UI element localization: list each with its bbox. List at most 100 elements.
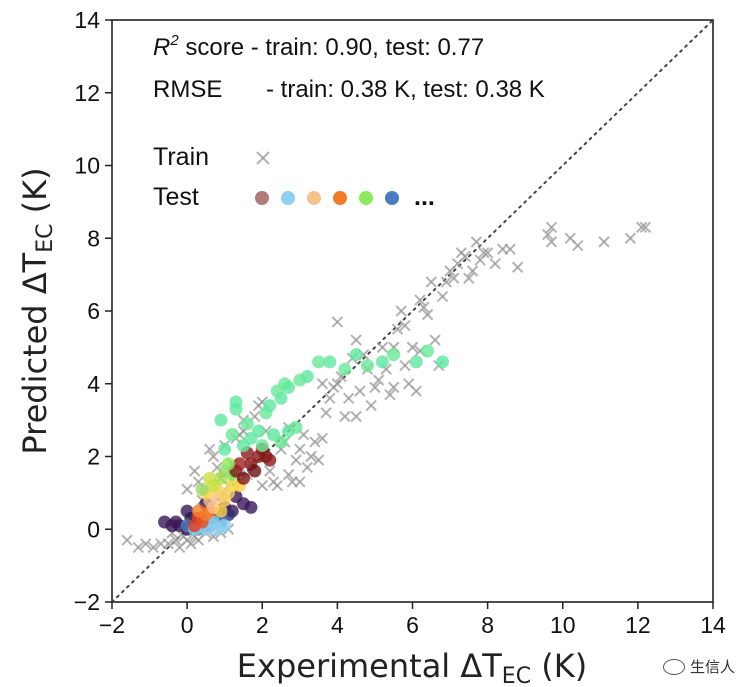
test-series bbox=[158, 344, 450, 536]
train-point bbox=[350, 410, 362, 423]
legend-test-dot bbox=[359, 191, 373, 205]
test-point bbox=[221, 457, 235, 471]
train-point bbox=[511, 261, 524, 274]
train-point bbox=[384, 388, 396, 401]
legend: Train Test ... bbox=[153, 143, 435, 211]
train-point bbox=[271, 479, 283, 492]
test-point bbox=[214, 504, 228, 518]
test-point bbox=[233, 457, 247, 471]
train-point bbox=[309, 436, 321, 448]
train-point bbox=[406, 341, 419, 354]
test-point bbox=[274, 435, 288, 449]
train-point bbox=[121, 534, 133, 546]
train-point bbox=[545, 236, 558, 248]
y-axis-label-sub: EC bbox=[33, 224, 58, 253]
legend-test-dot bbox=[333, 191, 347, 205]
test-point bbox=[214, 413, 228, 427]
train-point bbox=[203, 443, 216, 455]
legend-ellipsis: ... bbox=[414, 183, 435, 211]
x-axis-label-sub: EC bbox=[502, 664, 531, 687]
y-tick-label: 2 bbox=[87, 444, 100, 470]
test-point bbox=[195, 482, 209, 496]
rmse-label: RMSE bbox=[153, 76, 222, 103]
train-point bbox=[470, 236, 483, 248]
train-point bbox=[421, 308, 434, 321]
train-point bbox=[256, 479, 268, 492]
train-point bbox=[316, 432, 329, 445]
x-axis: −2 0 2 4 6 8 10 12 14 bbox=[99, 602, 726, 638]
train-point bbox=[316, 378, 329, 390]
train-point bbox=[459, 250, 471, 263]
y-tick-label: 6 bbox=[87, 298, 100, 324]
train-point bbox=[463, 272, 475, 284]
test-point bbox=[263, 399, 277, 413]
train-point bbox=[365, 399, 377, 412]
x-tick-label: 14 bbox=[700, 612, 726, 638]
train-point bbox=[572, 239, 584, 252]
y-axis-label-main: Predicted ΔT bbox=[16, 252, 54, 454]
train-point bbox=[478, 247, 490, 259]
test-point bbox=[240, 417, 254, 431]
train-point bbox=[170, 534, 182, 546]
x-tick-label: 4 bbox=[331, 612, 344, 638]
train-point bbox=[399, 359, 411, 372]
y-tick-label: −2 bbox=[74, 589, 100, 615]
watermark-text: 生信人 bbox=[689, 658, 735, 676]
test-point bbox=[229, 395, 243, 409]
train-point bbox=[440, 276, 453, 288]
legend-train-marker bbox=[256, 151, 270, 165]
legend-test-markers bbox=[255, 191, 399, 205]
train-point bbox=[294, 443, 306, 455]
x-axis-label-unit: (K) bbox=[531, 647, 587, 685]
y-tick-label: 14 bbox=[74, 7, 100, 33]
test-point bbox=[248, 464, 262, 478]
legend-test-dot bbox=[385, 191, 399, 205]
train-point bbox=[312, 454, 325, 466]
test-point bbox=[289, 420, 303, 434]
test-point bbox=[251, 424, 265, 438]
train-point bbox=[282, 468, 295, 481]
train-point bbox=[410, 385, 422, 397]
x-tick-label: 12 bbox=[625, 612, 651, 638]
test-point bbox=[312, 355, 326, 369]
x-axis-label-main: Experimental ΔT bbox=[237, 647, 502, 685]
r2-superscript: 2 bbox=[169, 32, 179, 49]
x-tick-label: 0 bbox=[181, 612, 194, 638]
y-axis: −2 0 2 4 6 8 10 12 14 bbox=[74, 7, 112, 615]
test-point bbox=[255, 439, 269, 453]
train-point bbox=[399, 319, 411, 332]
legend-test-dot bbox=[307, 191, 321, 205]
train-point bbox=[305, 450, 317, 463]
test-point bbox=[338, 362, 352, 376]
test-point bbox=[244, 500, 258, 514]
train-point bbox=[504, 243, 516, 255]
test-point bbox=[409, 355, 423, 369]
train-point bbox=[207, 450, 220, 463]
train-point bbox=[185, 538, 197, 550]
test-point bbox=[274, 391, 288, 405]
x-tick-label: 8 bbox=[481, 612, 494, 638]
y-axis-label: Predicted ΔTEC (K) bbox=[16, 167, 58, 454]
legend-test-dot bbox=[255, 191, 269, 205]
train-point bbox=[388, 381, 400, 394]
train-point bbox=[369, 381, 381, 394]
train-point bbox=[376, 341, 389, 354]
train-point bbox=[466, 265, 479, 277]
x-tick-label: −2 bbox=[99, 612, 125, 638]
y-tick-label: 10 bbox=[74, 153, 100, 179]
train-point bbox=[294, 476, 306, 488]
test-point bbox=[387, 348, 401, 362]
r2-annotation: R2 score - train: 0.90, test: 0.77 bbox=[153, 32, 484, 61]
legend-test-label: Test bbox=[153, 183, 199, 211]
x-axis-label: Experimental ΔTEC (K) bbox=[237, 647, 587, 687]
train-point bbox=[598, 236, 610, 248]
train-point bbox=[162, 538, 175, 550]
test-point bbox=[191, 504, 205, 518]
train-point bbox=[545, 221, 558, 234]
test-point bbox=[421, 344, 435, 358]
x-tick-label: 6 bbox=[406, 612, 419, 638]
r2-symbol: R bbox=[153, 34, 170, 61]
train-point bbox=[301, 461, 314, 474]
train-point bbox=[489, 258, 501, 270]
